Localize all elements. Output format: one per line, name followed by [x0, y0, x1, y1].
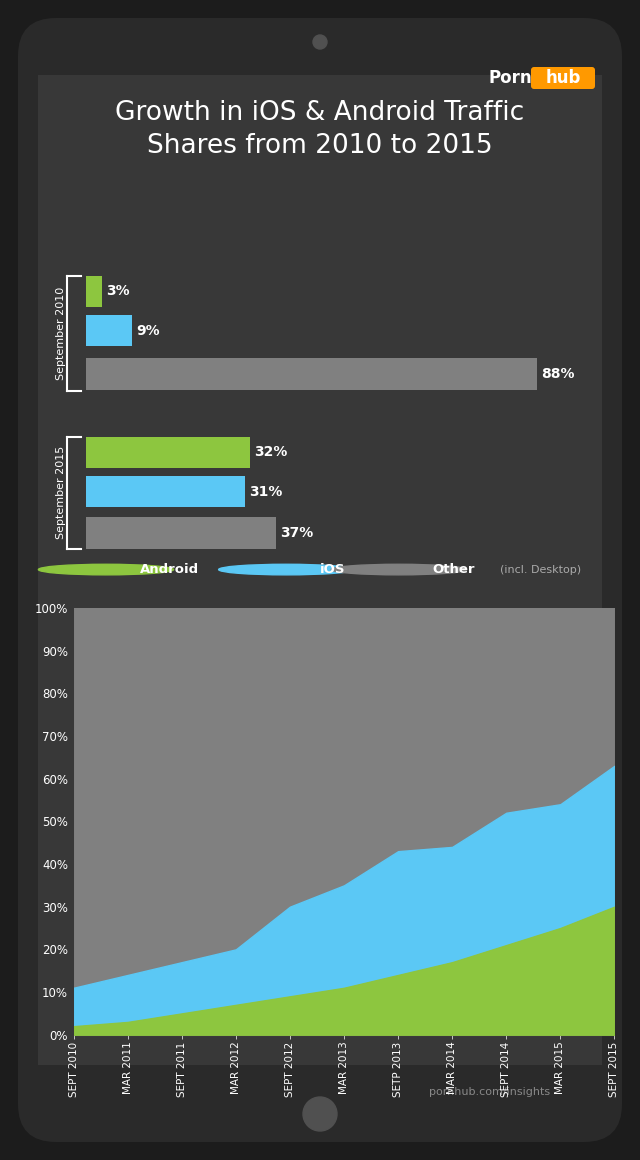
Text: iOS: iOS: [320, 563, 346, 577]
Bar: [86, 517, 276, 549]
Bar: [86, 437, 250, 467]
Circle shape: [303, 1097, 337, 1131]
Text: Porn: Porn: [488, 68, 532, 87]
Circle shape: [332, 564, 467, 575]
FancyBboxPatch shape: [38, 75, 602, 1065]
FancyBboxPatch shape: [18, 19, 622, 1141]
Text: hub: hub: [545, 68, 580, 87]
Text: September 2015: September 2015: [56, 445, 66, 539]
Text: 88%: 88%: [541, 367, 575, 382]
Bar: [86, 358, 537, 390]
Text: Android: Android: [140, 563, 199, 577]
Text: 31%: 31%: [249, 485, 283, 499]
Circle shape: [38, 564, 173, 575]
Text: 37%: 37%: [280, 525, 313, 539]
Text: (incl. Desktop): (incl. Desktop): [500, 565, 581, 574]
Text: 9%: 9%: [136, 324, 160, 338]
FancyBboxPatch shape: [531, 67, 595, 89]
Circle shape: [219, 564, 354, 575]
Bar: [86, 476, 245, 507]
Circle shape: [313, 35, 327, 49]
Bar: [86, 276, 102, 307]
Text: pornhub.com/insights: pornhub.com/insights: [429, 1087, 550, 1097]
Text: Other: Other: [433, 563, 475, 577]
Text: Growth in iOS & Android Traffic
Shares from 2010 to 2015: Growth in iOS & Android Traffic Shares f…: [115, 100, 525, 159]
Bar: [86, 316, 132, 346]
Text: 3%: 3%: [106, 284, 129, 298]
Text: 32%: 32%: [254, 445, 288, 459]
Text: September 2010: September 2010: [56, 287, 66, 379]
